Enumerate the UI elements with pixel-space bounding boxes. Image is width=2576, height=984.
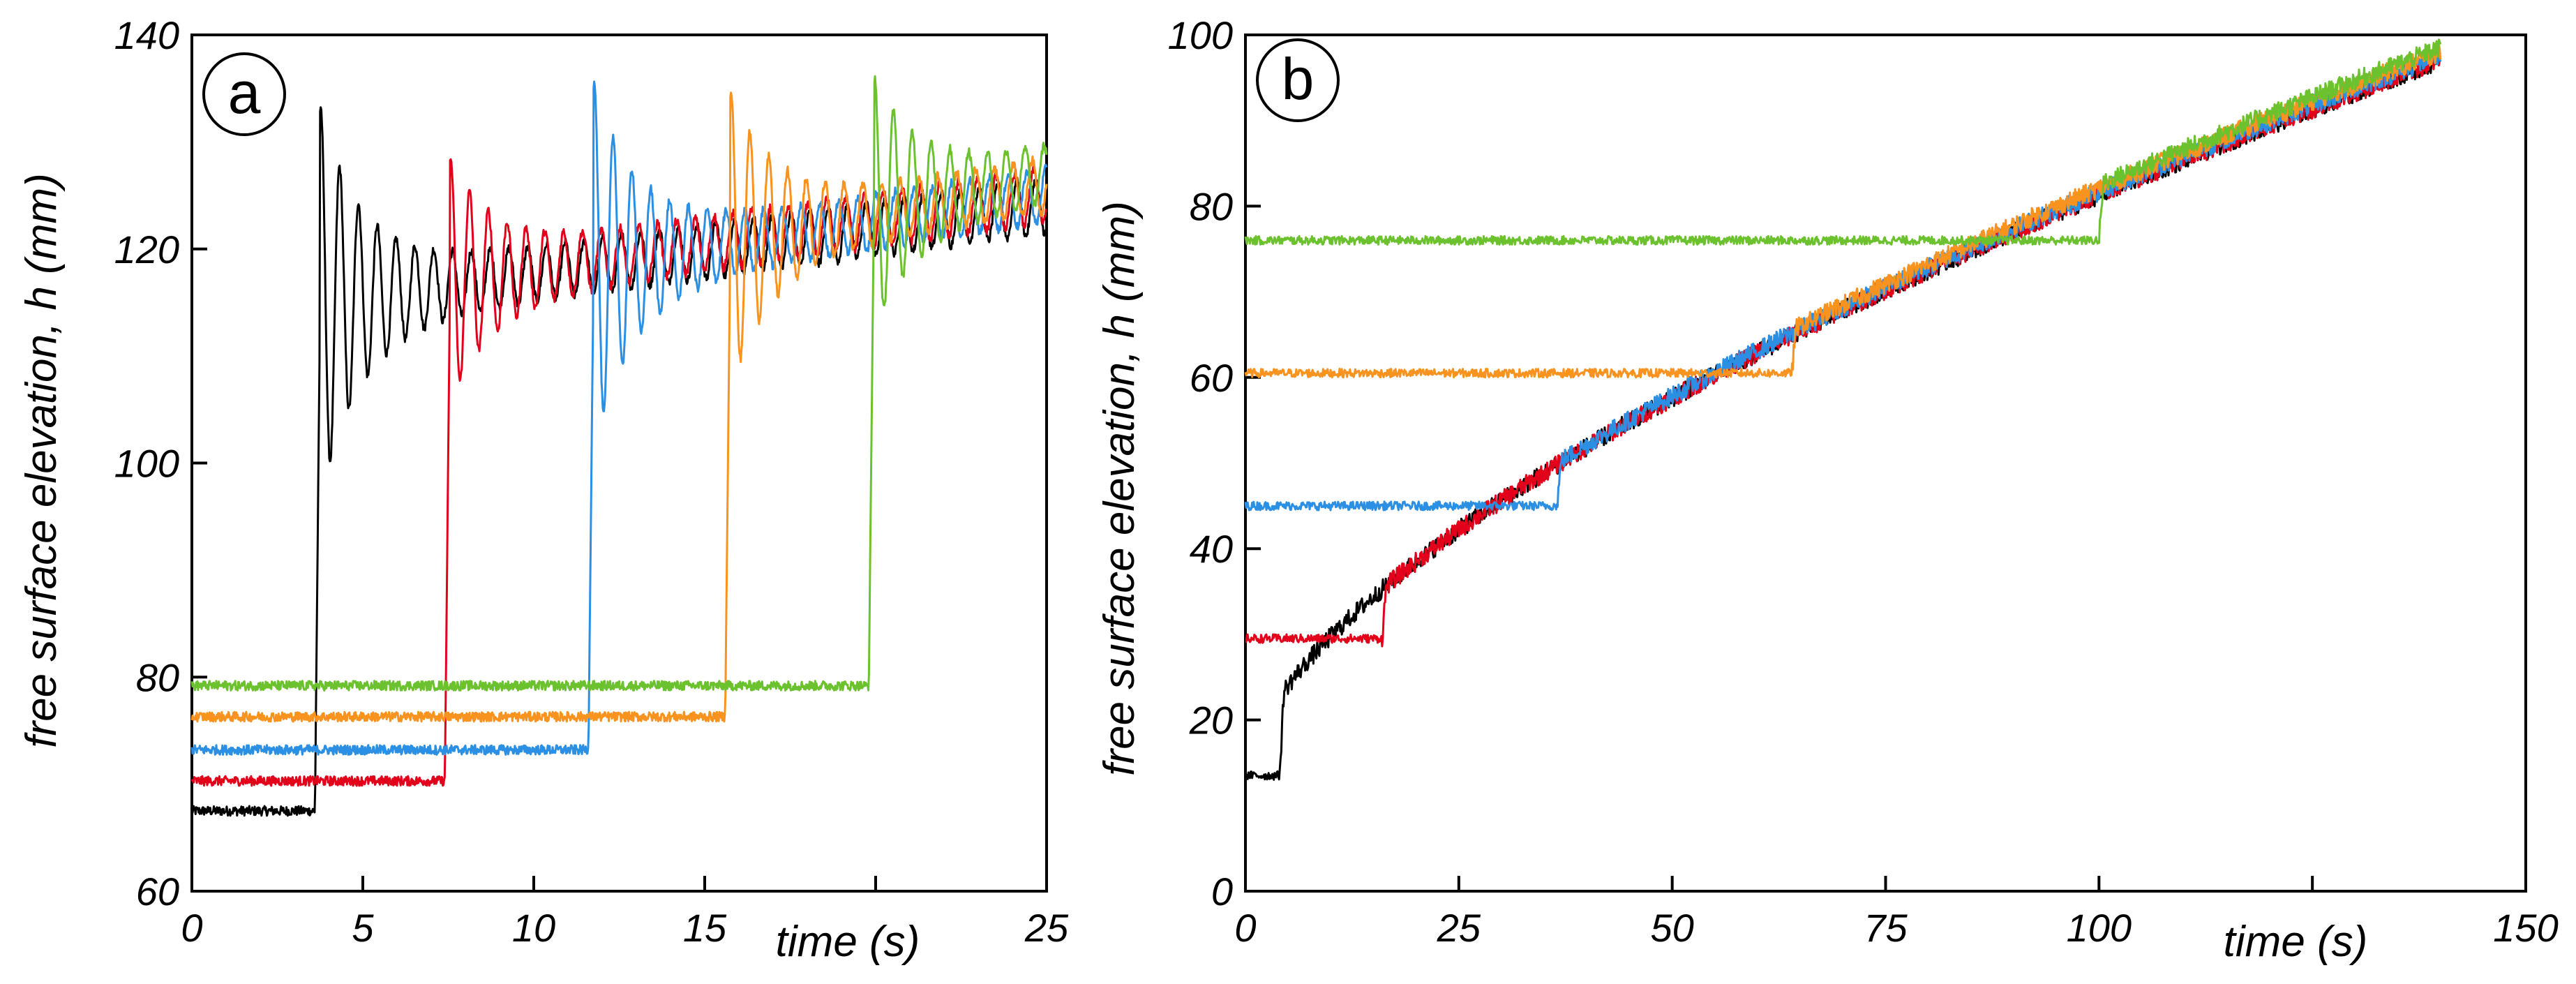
panel-a-yticks: 60 80 100 120 140 <box>114 13 207 914</box>
panel-b-x-title: time (s) <box>2224 918 2368 966</box>
panel-a: a 0 5 10 15 25 60 80 100 120 140 time (s) free s… <box>17 13 1069 966</box>
x-tick-label-50: 50 <box>1651 906 1694 950</box>
panel-b-frame <box>1244 33 2527 893</box>
y-tick-label-20: 20 <box>1189 699 1233 743</box>
x-tick-label-100: 100 <box>2067 906 2132 950</box>
x-tick-label-15: 15 <box>683 906 727 950</box>
panel-b-letter: b <box>1282 46 1315 112</box>
series-orange <box>190 91 1048 723</box>
y-tick-label-100: 100 <box>1168 13 1233 57</box>
x-tick-label-75: 75 <box>1864 906 1908 950</box>
y-tick-label-60: 60 <box>1190 356 1233 400</box>
panel-a-xticks: 0 5 10 15 25 <box>181 876 1069 950</box>
y-tick-label-80: 80 <box>1190 184 1233 228</box>
panel-b: b 0 25 50 75 100 150 0 20 40 60 80 100 time (s) fr… <box>1095 13 2559 966</box>
panel-a-letter: a <box>228 60 261 126</box>
x-tick-label-25: 25 <box>1437 906 1481 950</box>
x-tick-label-0: 0 <box>181 906 202 950</box>
panel-b-yticks: 0 20 40 60 80 100 <box>1168 13 1261 914</box>
y-tick-label-60: 60 <box>136 870 179 914</box>
panel-b-y-title: free surface elevation, h (mm) <box>1095 201 1144 776</box>
y-tick-label-120: 120 <box>114 228 179 271</box>
series-red <box>1245 52 2441 648</box>
x-tick-label-0: 0 <box>1234 906 1256 950</box>
y-tick-label-80: 80 <box>136 655 179 699</box>
y-tick-label-40: 40 <box>1190 527 1233 571</box>
panel-b-series <box>1244 38 2442 781</box>
series-black <box>1244 52 2441 781</box>
panel-a-series <box>190 75 1048 817</box>
x-tick-label-150: 150 <box>2493 906 2558 950</box>
x-tick-label-25: 25 <box>1024 906 1069 950</box>
panel-a-y-title: free surface elevation, h (mm) <box>17 173 66 748</box>
y-tick-label-140: 140 <box>114 13 179 57</box>
panel-a-badge <box>202 52 286 136</box>
panel-b-badge <box>1256 38 1340 122</box>
x-tick-label-10: 10 <box>512 906 555 950</box>
y-tick-label-100: 100 <box>114 442 179 486</box>
series-orange <box>1244 43 2442 379</box>
series-green <box>1244 38 2442 246</box>
series-green <box>190 75 1048 692</box>
panel-a-x-title: time (s) <box>776 918 920 966</box>
x-tick-label-5: 5 <box>352 906 374 950</box>
series-blue <box>190 80 1048 756</box>
panel-b-xticks: 0 25 50 75 100 150 <box>1234 876 2559 950</box>
y-tick-label-0: 0 <box>1211 870 1233 914</box>
